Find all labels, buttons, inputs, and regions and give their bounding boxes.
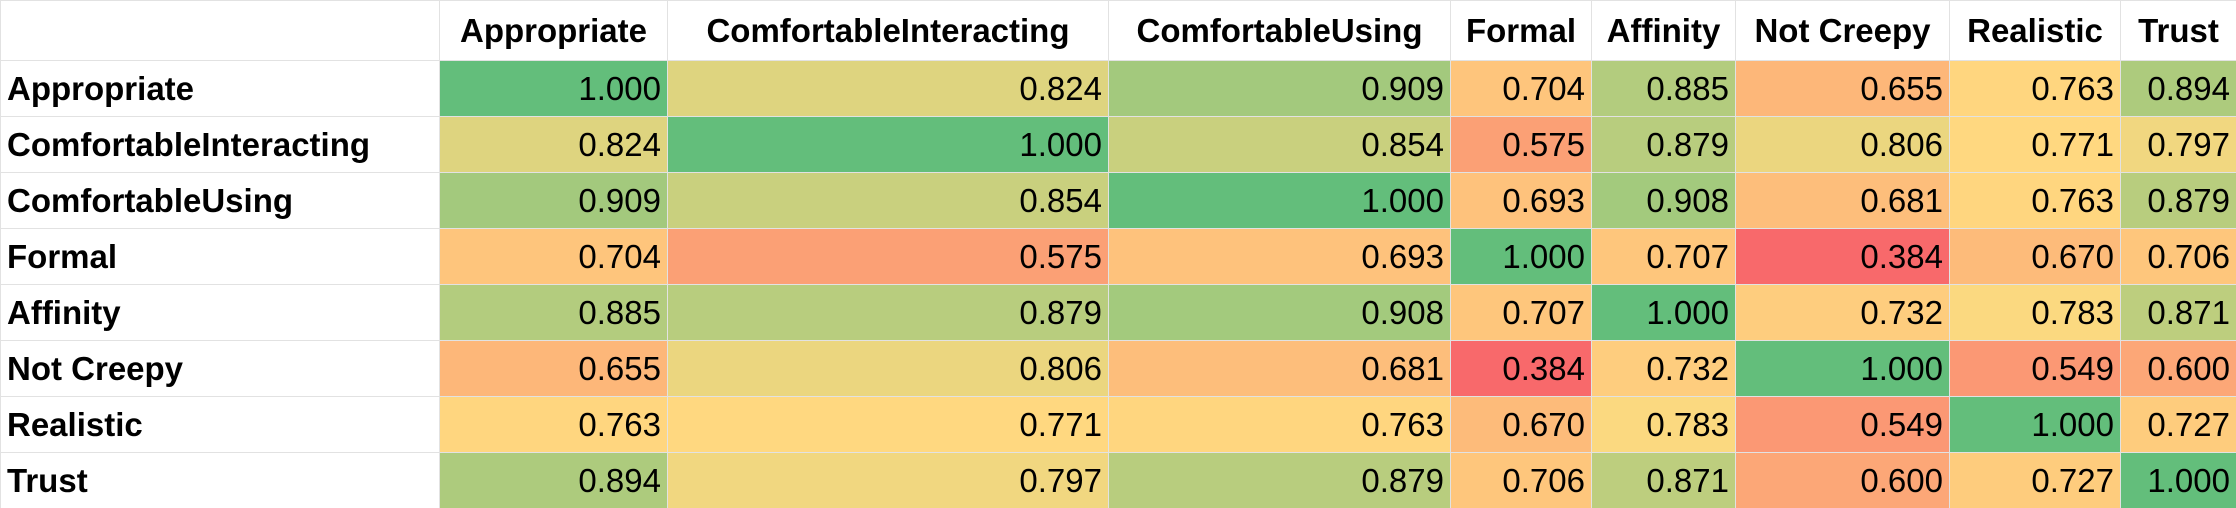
table-row: ComfortableInteracting 0.824 1.000 0.854 0.5… [0, 116, 2236, 173]
value-cell: 0.707 [1591, 228, 1736, 285]
value-cell: 0.384 [1450, 340, 1592, 397]
value-cell: 0.655 [1735, 60, 1950, 117]
value-cell: 0.681 [1735, 172, 1950, 229]
value-cell: 0.704 [439, 228, 668, 285]
value-cell: 1.000 [1450, 228, 1592, 285]
row-header: Realistic [0, 396, 440, 453]
value-cell: 0.763 [1949, 172, 2121, 229]
value-cell: 0.693 [1108, 228, 1451, 285]
value-cell: 0.600 [2120, 340, 2236, 397]
value-cell: 0.909 [439, 172, 668, 229]
value-cell: 0.894 [439, 452, 668, 508]
value-cell: 1.000 [1735, 340, 1950, 397]
corner-cell [0, 0, 440, 61]
table-row: Trust 0.894 0.797 0.879 0.706 0.871 0.600 0.727… [0, 452, 2236, 508]
value-cell: 0.908 [1591, 172, 1736, 229]
value-cell: 0.771 [1949, 116, 2121, 173]
table-row: ComfortableUsing 0.909 0.854 1.000 0.693 0.90… [0, 172, 2236, 229]
value-cell: 0.885 [1591, 60, 1736, 117]
value-cell: 1.000 [667, 116, 1109, 173]
value-cell: 0.854 [667, 172, 1109, 229]
value-cell: 0.706 [1450, 452, 1592, 508]
value-cell: 0.824 [439, 116, 668, 173]
value-cell: 0.575 [667, 228, 1109, 285]
value-cell: 1.000 [1591, 284, 1736, 341]
value-cell: 0.854 [1108, 116, 1451, 173]
value-cell: 1.000 [2120, 452, 2236, 508]
row-header: ComfortableInteracting [0, 116, 440, 173]
column-header: Appropriate [439, 0, 668, 61]
value-cell: 1.000 [1108, 172, 1451, 229]
value-cell: 0.797 [2120, 116, 2236, 173]
header-row: Appropriate ComfortableInteracting Comfort… [0, 0, 2236, 61]
value-cell: 0.575 [1450, 116, 1592, 173]
value-cell: 1.000 [439, 60, 668, 117]
column-header: Formal [1450, 0, 1592, 61]
column-header: Not Creepy [1735, 0, 1950, 61]
value-cell: 0.797 [667, 452, 1109, 508]
table-row: Formal 0.704 0.575 0.693 1.000 0.707 0.384 0.67… [0, 228, 2236, 285]
value-cell: 0.771 [667, 396, 1109, 453]
value-cell: 0.806 [667, 340, 1109, 397]
table-row: Affinity 0.885 0.879 0.908 0.707 1.000 0.732 0.… [0, 284, 2236, 341]
value-cell: 0.783 [1949, 284, 2121, 341]
row-header: Trust [0, 452, 440, 508]
value-cell: 0.885 [439, 284, 668, 341]
row-header: Appropriate [0, 60, 440, 117]
row-header: Affinity [0, 284, 440, 341]
value-cell: 0.894 [2120, 60, 2236, 117]
value-cell: 0.783 [1591, 396, 1736, 453]
column-header: ComfortableUsing [1108, 0, 1451, 61]
value-cell: 0.871 [2120, 284, 2236, 341]
row-header: ComfortableUsing [0, 172, 440, 229]
value-cell: 0.879 [667, 284, 1109, 341]
value-cell: 0.763 [439, 396, 668, 453]
value-cell: 0.727 [1949, 452, 2121, 508]
row-header: Formal [0, 228, 440, 285]
value-cell: 0.763 [1949, 60, 2121, 117]
table-row: Realistic 0.763 0.771 0.763 0.670 0.783 0.549 1… [0, 396, 2236, 453]
value-cell: 0.693 [1450, 172, 1592, 229]
value-cell: 0.655 [439, 340, 668, 397]
table-row: Appropriate 1.000 0.824 0.909 0.704 0.885 0.65… [0, 60, 2236, 117]
value-cell: 0.879 [1108, 452, 1451, 508]
value-cell: 0.879 [1591, 116, 1736, 173]
value-cell: 0.732 [1735, 284, 1950, 341]
value-cell: 0.670 [1949, 228, 2121, 285]
value-cell: 0.704 [1450, 60, 1592, 117]
value-cell: 0.879 [2120, 172, 2236, 229]
value-cell: 0.871 [1591, 452, 1736, 508]
value-cell: 0.707 [1450, 284, 1592, 341]
value-cell: 0.727 [2120, 396, 2236, 453]
row-header: Not Creepy [0, 340, 440, 397]
value-cell: 0.824 [667, 60, 1109, 117]
table-body: Appropriate 1.000 0.824 0.909 0.704 0.885 0.65… [0, 60, 2236, 508]
value-cell: 0.908 [1108, 284, 1451, 341]
value-cell: 0.909 [1108, 60, 1451, 117]
value-cell: 0.600 [1735, 452, 1950, 508]
value-cell: 0.706 [2120, 228, 2236, 285]
value-cell: 0.549 [1735, 396, 1950, 453]
value-cell: 0.670 [1450, 396, 1592, 453]
column-header: Trust [2120, 0, 2236, 61]
table-row: Not Creepy 0.655 0.806 0.681 0.384 0.732 1.000… [0, 340, 2236, 397]
value-cell: 1.000 [1949, 396, 2121, 453]
value-cell: 0.681 [1108, 340, 1451, 397]
value-cell: 0.732 [1591, 340, 1736, 397]
column-header: Realistic [1949, 0, 2121, 61]
value-cell: 0.763 [1108, 396, 1451, 453]
value-cell: 0.384 [1735, 228, 1950, 285]
column-header: Affinity [1591, 0, 1736, 61]
value-cell: 0.549 [1949, 340, 2121, 397]
column-header: ComfortableInteracting [667, 0, 1109, 61]
value-cell: 0.806 [1735, 116, 1950, 173]
